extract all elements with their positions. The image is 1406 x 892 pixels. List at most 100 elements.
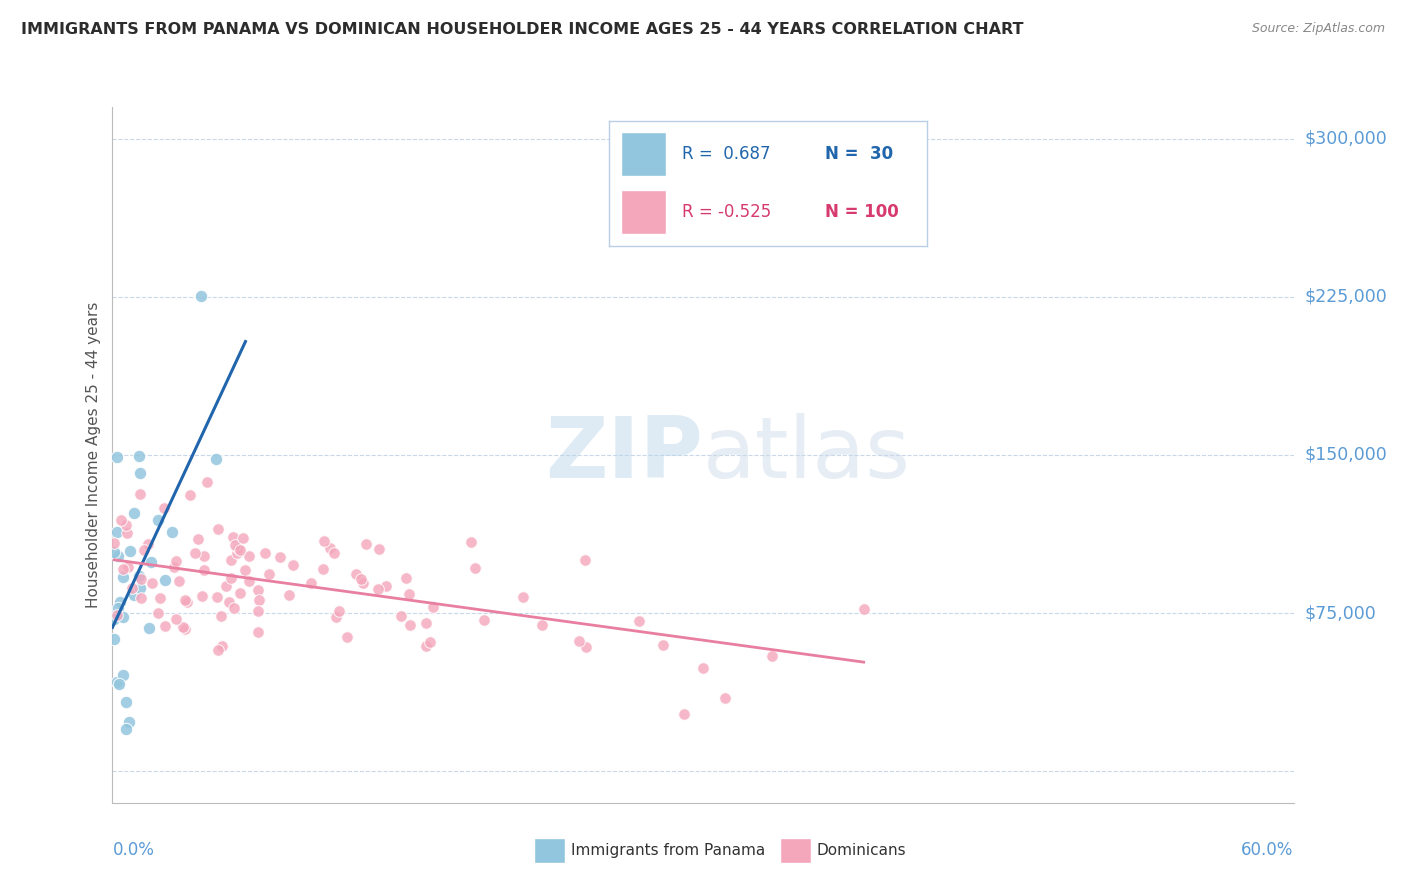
Point <box>761 648 783 663</box>
Point <box>121 581 143 595</box>
Point <box>247 583 270 598</box>
Point <box>193 563 215 577</box>
Point <box>112 562 135 576</box>
Point <box>107 549 129 563</box>
Point <box>209 608 232 623</box>
Point <box>103 611 125 625</box>
Point <box>253 546 276 560</box>
Point <box>374 579 396 593</box>
Point <box>692 661 714 675</box>
Point <box>115 525 138 540</box>
Point <box>169 574 191 588</box>
Point <box>191 589 214 603</box>
Point <box>112 610 135 624</box>
Point <box>226 541 249 556</box>
Text: atlas: atlas <box>703 413 911 497</box>
Point <box>207 522 229 536</box>
Point <box>207 643 229 657</box>
Point <box>103 545 125 559</box>
Point <box>238 549 260 563</box>
Point <box>138 622 160 636</box>
Point <box>111 570 134 584</box>
Point <box>219 571 242 585</box>
Point <box>299 576 322 591</box>
Point <box>352 576 374 591</box>
Point <box>319 541 342 555</box>
Text: Dominicans: Dominicans <box>817 843 907 857</box>
Point <box>464 561 486 575</box>
Text: $75,000: $75,000 <box>1305 604 1376 622</box>
Point <box>129 581 152 595</box>
Point <box>247 593 270 607</box>
Point <box>155 574 177 588</box>
Text: ZIP: ZIP <box>546 413 703 497</box>
Point <box>107 675 129 690</box>
Point <box>117 560 139 574</box>
Point <box>568 634 591 648</box>
Point <box>229 586 252 600</box>
Point <box>368 542 391 557</box>
Point <box>415 640 437 654</box>
Point <box>174 623 197 637</box>
Point <box>107 600 129 615</box>
Point <box>238 574 260 588</box>
Point <box>115 517 138 532</box>
Point <box>312 562 335 576</box>
Point <box>224 539 246 553</box>
Point <box>257 567 280 582</box>
Point <box>115 694 138 708</box>
Point <box>108 676 131 690</box>
Point <box>172 620 194 634</box>
Text: Immigrants from Panama: Immigrants from Panama <box>571 843 765 857</box>
Point <box>165 612 187 626</box>
Point <box>218 595 240 609</box>
Point <box>652 638 675 652</box>
Point <box>124 588 146 602</box>
Point <box>115 722 138 736</box>
Point <box>344 566 367 581</box>
Point <box>131 591 153 605</box>
Point <box>325 610 347 624</box>
Point <box>122 506 145 520</box>
Point <box>141 576 163 591</box>
Point <box>222 600 245 615</box>
Point <box>574 553 596 567</box>
Point <box>278 588 301 602</box>
Point <box>179 488 201 502</box>
Point <box>852 602 875 616</box>
Text: 60.0%: 60.0% <box>1241 841 1294 859</box>
Point <box>146 606 169 620</box>
Point <box>367 582 389 596</box>
Point <box>419 634 441 648</box>
Point <box>163 559 186 574</box>
Point <box>184 546 207 560</box>
Point <box>132 542 155 557</box>
Text: IMMIGRANTS FROM PANAMA VS DOMINICAN HOUSEHOLDER INCOME AGES 25 - 44 YEARS CORREL: IMMIGRANTS FROM PANAMA VS DOMINICAN HOUS… <box>21 22 1024 37</box>
Text: $300,000: $300,000 <box>1305 129 1388 148</box>
Point <box>107 607 129 622</box>
Point <box>146 513 169 527</box>
Point <box>233 563 256 577</box>
Point <box>222 530 245 544</box>
Point <box>714 691 737 706</box>
Point <box>195 475 218 489</box>
Point <box>232 531 254 545</box>
Point <box>103 535 125 549</box>
Text: Source: ZipAtlas.com: Source: ZipAtlas.com <box>1251 22 1385 36</box>
Point <box>149 591 172 606</box>
Point <box>153 501 176 516</box>
Point <box>111 668 134 682</box>
Point <box>281 558 304 572</box>
Point <box>207 590 229 604</box>
Point <box>190 289 212 303</box>
Text: $225,000: $225,000 <box>1305 288 1388 306</box>
Point <box>128 449 150 463</box>
Point <box>389 608 412 623</box>
Point <box>354 537 377 551</box>
Point <box>219 553 242 567</box>
Point <box>155 618 177 632</box>
Point <box>314 533 336 548</box>
Point <box>228 542 250 557</box>
Y-axis label: Householder Income Ages 25 - 44 years: Householder Income Ages 25 - 44 years <box>86 301 101 608</box>
Point <box>399 618 422 632</box>
